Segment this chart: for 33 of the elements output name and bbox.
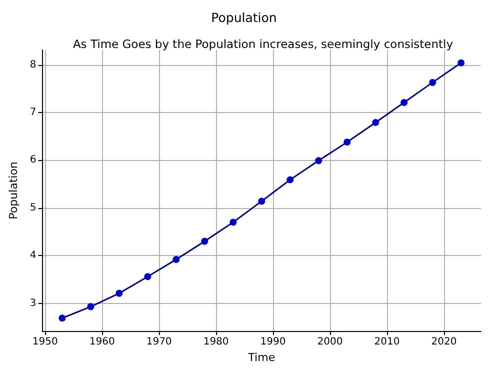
point: [429, 78, 436, 86]
point: [172, 256, 180, 263]
y-tick-label: 5: [30, 202, 36, 214]
point: [144, 273, 152, 280]
point: [400, 98, 408, 106]
point: [230, 218, 237, 226]
y-tick-label: 7: [30, 106, 36, 118]
x-tick-label: 2020: [431, 336, 457, 348]
x-tick-label: 1980: [203, 336, 229, 348]
y-tick-label: 6: [30, 154, 36, 166]
point: [201, 238, 208, 245]
x-tick-label: 1960: [89, 336, 115, 348]
point: [315, 157, 322, 164]
x-tick-label: 1990: [260, 336, 286, 348]
y-tick-label: 4: [30, 250, 36, 262]
x-axis-title: Time: [247, 350, 276, 364]
point: [258, 198, 266, 205]
x-tick-label: 2000: [317, 336, 343, 348]
y-tick-label: 8: [30, 59, 36, 70]
x-tick-label: 1970: [146, 336, 172, 348]
point: [116, 290, 123, 297]
point: [458, 59, 465, 66]
y-tick-label: 3: [30, 298, 36, 309]
point: [58, 314, 66, 322]
x-tick-label: 1950: [32, 336, 58, 348]
x-tick-label: 2010: [374, 336, 400, 348]
point: [372, 119, 380, 126]
chart-title: Population: [211, 10, 277, 25]
point: [344, 138, 351, 146]
y-axis-title: Population: [7, 162, 20, 220]
point: [87, 303, 94, 310]
chart-subtitle: As Time Goes by the Population increases, seemingly consistently: [72, 37, 454, 51]
point: [286, 176, 294, 184]
